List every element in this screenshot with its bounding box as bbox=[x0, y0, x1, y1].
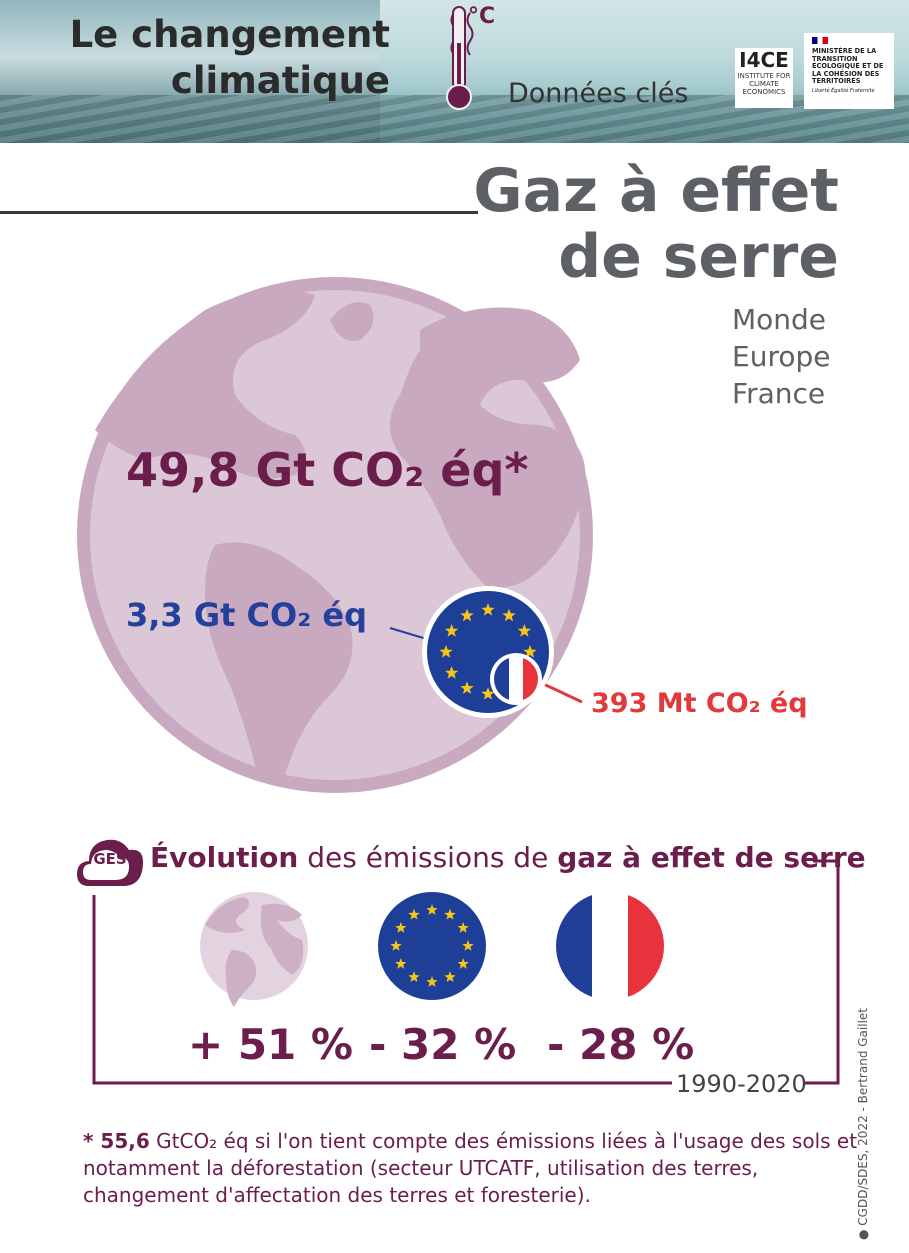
eu-star-icon bbox=[444, 624, 459, 637]
ministry-logo-motto: Liberté Égalité Fraternité bbox=[812, 87, 875, 94]
title-divider bbox=[0, 211, 478, 214]
thermometer-icon bbox=[446, 6, 474, 110]
eu-star-icon bbox=[408, 971, 420, 983]
scope-france: France bbox=[732, 377, 826, 410]
eu-star-icon bbox=[523, 645, 537, 658]
scope-list: Monde Europe France bbox=[732, 301, 830, 412]
evolution-eu-stars bbox=[390, 904, 474, 987]
france-change-value: - 28 % bbox=[547, 1020, 695, 1069]
evolution-france-flag-icon bbox=[556, 892, 664, 1000]
french-flag-icon bbox=[812, 37, 828, 44]
eu-star-icon bbox=[462, 940, 474, 951]
eu-star-icon bbox=[444, 666, 459, 679]
credit-text: ● CGDD/SDES, 2022 - Bertrand Gaillet bbox=[856, 1008, 870, 1240]
eu-star-icon bbox=[460, 608, 474, 622]
eu-star-icon bbox=[457, 922, 469, 933]
world-change-value: + 51 % bbox=[188, 1020, 353, 1069]
eu-star-icon bbox=[481, 687, 495, 700]
eu-star-icon bbox=[390, 940, 402, 951]
france-emissions-value: 393 Mt CO₂ éq bbox=[591, 688, 808, 719]
ministry-logo: MINISTÈRE DE LA TRANSITION ÉCOLOGIQUE ET… bbox=[804, 33, 894, 109]
footnote: * 55,6 GtCO₂ éq si l'on tient compte des… bbox=[83, 1128, 873, 1209]
ges-cloud-icon bbox=[77, 839, 143, 886]
evolution-eu-flag-icon bbox=[378, 892, 486, 1000]
evolution-title: Évolution des émissions de gaz à effet d… bbox=[150, 841, 866, 874]
eu-star-icon bbox=[395, 922, 407, 933]
eu-star-icon bbox=[426, 904, 438, 915]
europe-emissions-value: 3,3 Gt CO₂ éq bbox=[126, 596, 367, 634]
emissions-globe-graphic bbox=[77, 277, 593, 793]
evolution-title-strong1: Évolution bbox=[150, 841, 299, 874]
scope-europe: Europe bbox=[732, 340, 831, 373]
period-label: 1990-2020 bbox=[676, 1070, 807, 1098]
scope-world: Monde bbox=[732, 303, 827, 336]
page-title-line1: Gaz à effet bbox=[473, 156, 839, 226]
eu-star-icon bbox=[457, 958, 469, 969]
eu-star-icon bbox=[444, 971, 456, 983]
eu-star-icon bbox=[426, 976, 438, 987]
banner-title-line2: climatique bbox=[170, 59, 390, 102]
eu-star-icon bbox=[395, 958, 407, 969]
eu-star-icon bbox=[439, 645, 453, 658]
page-title: Gaz à effet de serre bbox=[473, 158, 839, 290]
eu-star-icon bbox=[502, 608, 516, 622]
world-emissions-value: 49,8 Gt CO₂ éq* bbox=[126, 443, 529, 497]
evolution-frame bbox=[92, 859, 840, 1085]
eu-star-icon bbox=[460, 681, 474, 695]
i4ce-logo-tagline: INSTITUTE FOR CLIMATE ECONOMICS bbox=[737, 72, 791, 96]
banner-subtitle: Données clés bbox=[508, 78, 689, 109]
france-flag-icon bbox=[494, 657, 538, 701]
footnote-value: * 55,6 bbox=[83, 1129, 150, 1153]
ministry-logo-text: MINISTÈRE DE LA TRANSITION ÉCOLOGIQUE ET… bbox=[812, 47, 884, 85]
eu-star-icon bbox=[517, 624, 532, 637]
continents-shape bbox=[95, 290, 586, 783]
eu-star-icon bbox=[481, 603, 495, 616]
i4ce-logo-name: I4CE bbox=[739, 48, 789, 72]
europe-change-value: - 32 % bbox=[369, 1020, 517, 1069]
i4ce-logo: I4CE INSTITUTE FOR CLIMATE ECONOMICS bbox=[735, 48, 793, 108]
ges-badge-label: GES bbox=[93, 850, 127, 868]
europe-leader-line bbox=[389, 627, 431, 641]
page-title-line2: de serre bbox=[558, 222, 839, 292]
evolution-title-strong2: gaz à effet de serre bbox=[557, 841, 866, 874]
banner-title: Le changement climatique bbox=[10, 12, 390, 104]
footnote-text: GtCO₂ éq si l'on tient compte des émissi… bbox=[83, 1129, 858, 1207]
eu-star-icon bbox=[408, 908, 420, 920]
eu-star-icon bbox=[444, 908, 456, 920]
degree-unit: °C bbox=[468, 4, 496, 29]
banner-title-line1: Le changement bbox=[69, 13, 390, 56]
evolution-title-middle: des émissions de bbox=[298, 841, 558, 874]
